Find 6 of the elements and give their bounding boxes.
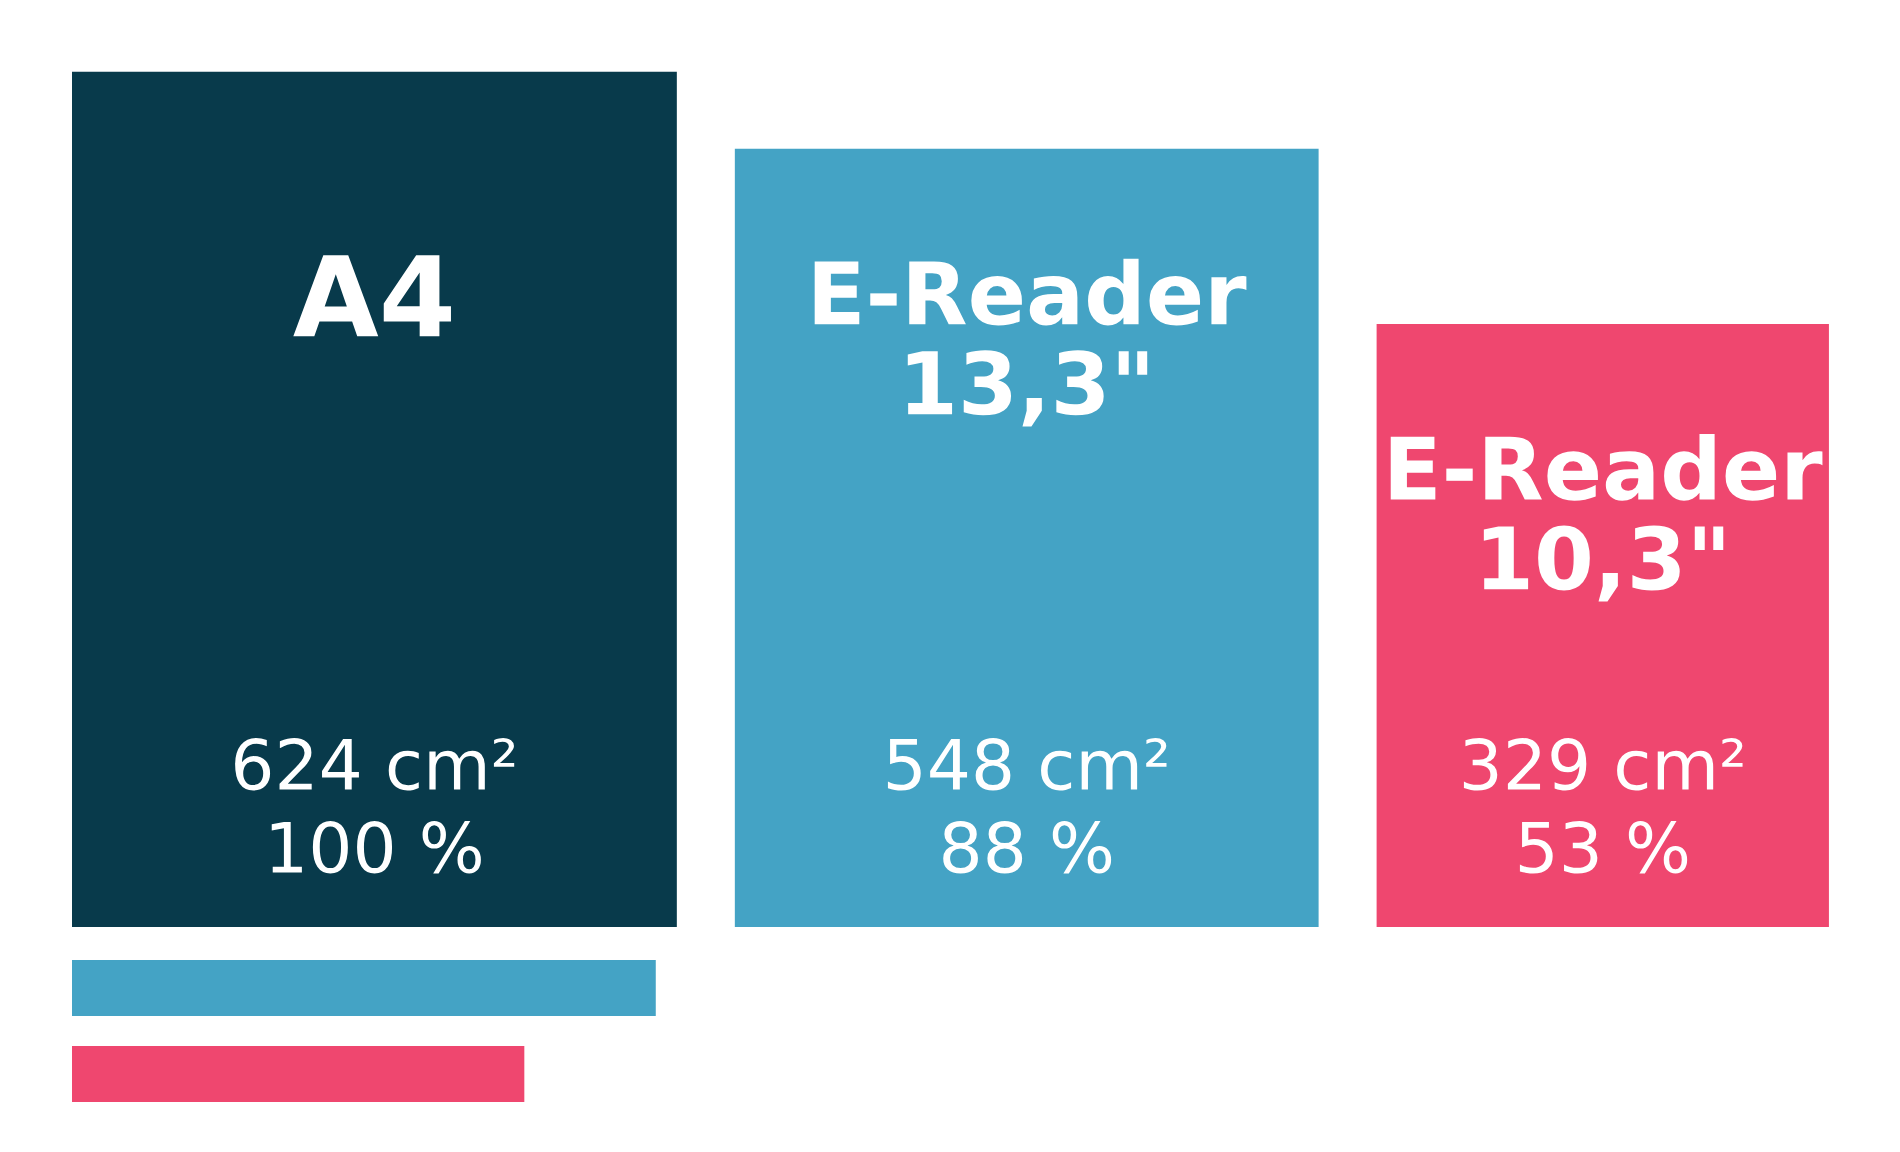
category-label: E-Reader 10,3" xyxy=(1390,434,1823,602)
data-label: 624 cm² 100 % xyxy=(235,737,515,874)
category-label: E-Reader 13,3" xyxy=(814,258,1247,427)
category-label: A4 xyxy=(293,255,451,337)
data-label: 548 cm² 88 % xyxy=(887,737,1167,874)
data-label: 329 cm² 53 % xyxy=(1463,737,1743,874)
